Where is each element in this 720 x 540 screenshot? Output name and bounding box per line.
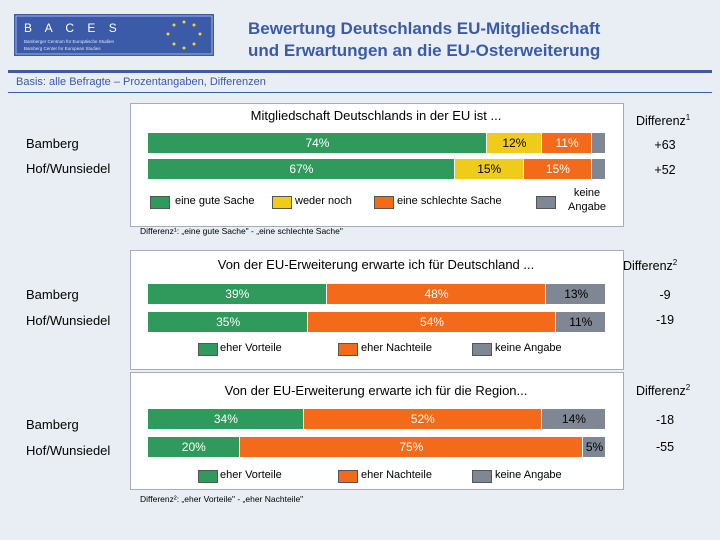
page-title: Bewertung Deutschlands EU-Mitgliedschaft… <box>248 18 708 62</box>
bar-segment <box>303 409 542 429</box>
bar-value-label: 35% <box>216 315 241 329</box>
bar-value-label: 5% <box>585 440 604 454</box>
bar-segment <box>523 159 593 179</box>
bar-value-label: 52% <box>410 412 435 426</box>
bar-segment <box>454 159 524 179</box>
bar-value-label: 67% <box>289 162 314 176</box>
bar-segment <box>308 312 556 332</box>
chart-2-diff-hof: -19 <box>655 313 675 327</box>
bar-value-label: 34% <box>213 412 238 426</box>
legend-swatch <box>338 343 358 356</box>
basis-note: Basis: alle Befragte – Prozentangaben, D… <box>16 76 266 88</box>
bar-segment <box>541 133 593 153</box>
legend-swatch <box>472 343 492 356</box>
bar-value-label: 14% <box>561 412 586 426</box>
chart-2-diff-header: Differenz2 <box>623 258 678 274</box>
bar-value-label: 11% <box>555 136 579 150</box>
bar-segment <box>486 133 542 153</box>
bar-segment <box>592 159 606 179</box>
bar-value-label: 75% <box>399 440 424 454</box>
bar-segment <box>583 437 606 457</box>
bar-segment <box>148 284 327 304</box>
legend-swatch <box>374 196 394 209</box>
chart-1-diff-hof: +52 <box>654 163 676 177</box>
legend-swatch <box>198 470 218 483</box>
bar-segment <box>148 437 240 457</box>
chart-1-footnote: Differenz¹: „eine gute Sache" - „eine sc… <box>140 226 343 236</box>
chart-3-diff-bamberg: -18 <box>655 413 675 427</box>
title-line-2: und Erwartungen an die EU-Osterweiterung <box>248 41 601 60</box>
baces-logo: B A C E S Bamberger Centrum für Europäis… <box>14 14 214 56</box>
chart-3-row-label-bamberg: Bamberg <box>26 417 79 432</box>
legend-label: keine Angabe <box>495 469 562 481</box>
legend-swatch <box>338 470 358 483</box>
chart-1-row-label-bamberg: Bamberg <box>26 136 79 151</box>
chart-2-row-label-bamberg: Bamberg <box>26 287 79 302</box>
legend-label: eher Vorteile <box>220 469 282 481</box>
bar-segment <box>555 312 606 332</box>
legend-swatch <box>536 196 556 209</box>
chart-2-title: Von der EU-Erweiterung erwarte ich für D… <box>217 257 535 272</box>
bar-value-label: 11% <box>569 315 593 329</box>
bar-value-label: 54% <box>419 315 444 329</box>
chart-1-row-label-hof: Hof/Wunsiedel <box>26 161 111 176</box>
legend-label: eher Nachteile <box>361 469 432 481</box>
bar-segment <box>592 133 606 153</box>
star-icon-circle <box>166 20 202 50</box>
chart-3-footnote: Differenz²: „eher Vorteile" - „eher Nach… <box>140 494 304 504</box>
legend-label: eine schlechte Sache <box>397 195 502 207</box>
chart-2-row-label-hof: Hof/Wunsiedel <box>26 313 111 328</box>
logo-line1: Bamberger Centrum für Europäische Studie… <box>24 39 115 44</box>
bar-value-label: 48% <box>424 287 449 301</box>
legend-swatch <box>150 196 170 209</box>
legend-label: weder noch <box>295 195 352 207</box>
chart-2-diff-bamberg: -9 <box>659 288 671 302</box>
chart-1-title: Mitgliedschaft Deutschlands in der EU is… <box>250 108 502 123</box>
bar-value-label: 39% <box>225 287 250 301</box>
legend-swatch <box>198 343 218 356</box>
legend-swatch <box>272 196 292 209</box>
bar-value-label: 20% <box>181 440 206 454</box>
bar-value-label: 12% <box>502 136 527 150</box>
chart-1-diff-bamberg: +63 <box>654 138 676 152</box>
legend-label: keine Angabe <box>568 187 606 213</box>
legend-label: eher Vorteile <box>220 342 282 354</box>
chart-1-diff-header: Differenz1 <box>636 113 691 129</box>
bar-value-label: 74% <box>305 136 330 150</box>
bar-value-label: 15% <box>477 162 502 176</box>
bar-segment <box>148 133 487 153</box>
bar-segment <box>326 284 547 304</box>
bar-segment <box>148 409 304 429</box>
logo-name: B A C E S <box>24 21 122 35</box>
bar-segment <box>148 159 455 179</box>
legend-swatch <box>472 470 492 483</box>
bar-segment <box>541 409 606 429</box>
bar-value-label: 15% <box>545 162 570 176</box>
title-line-1: Bewertung Deutschlands EU-Mitgliedschaft <box>248 19 601 38</box>
legend-label: eher Nachteile <box>361 342 432 354</box>
basis-rule <box>8 92 712 93</box>
bar-value-label: 13% <box>564 287 589 301</box>
header-rule <box>8 70 712 73</box>
bar-segment <box>239 437 584 457</box>
logo-line2: Bamberg Center for European Studies <box>24 46 101 51</box>
legend-label: eine gute Sache <box>175 195 255 207</box>
legend-label: keine Angabe <box>495 342 562 354</box>
chart-3-diff-hof: -55 <box>655 440 675 454</box>
bar-segment <box>148 312 309 332</box>
chart-3-diff-header: Differenz2 <box>636 383 691 399</box>
chart-3-row-label-hof: Hof/Wunsiedel <box>26 443 111 458</box>
chart-3-title: Von der EU-Erweiterung erwarte ich für d… <box>224 383 528 398</box>
bar-segment <box>546 284 606 304</box>
